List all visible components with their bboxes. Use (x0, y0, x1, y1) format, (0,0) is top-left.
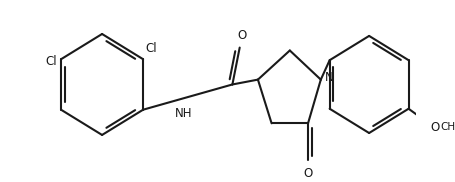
Text: N: N (324, 71, 333, 84)
Text: Cl: Cl (146, 42, 157, 55)
Text: O: O (303, 167, 312, 180)
Text: O: O (236, 29, 246, 42)
Text: Cl: Cl (46, 55, 57, 68)
Text: CH₃: CH₃ (440, 122, 455, 132)
Text: O: O (430, 121, 439, 134)
Text: NH: NH (174, 107, 192, 120)
